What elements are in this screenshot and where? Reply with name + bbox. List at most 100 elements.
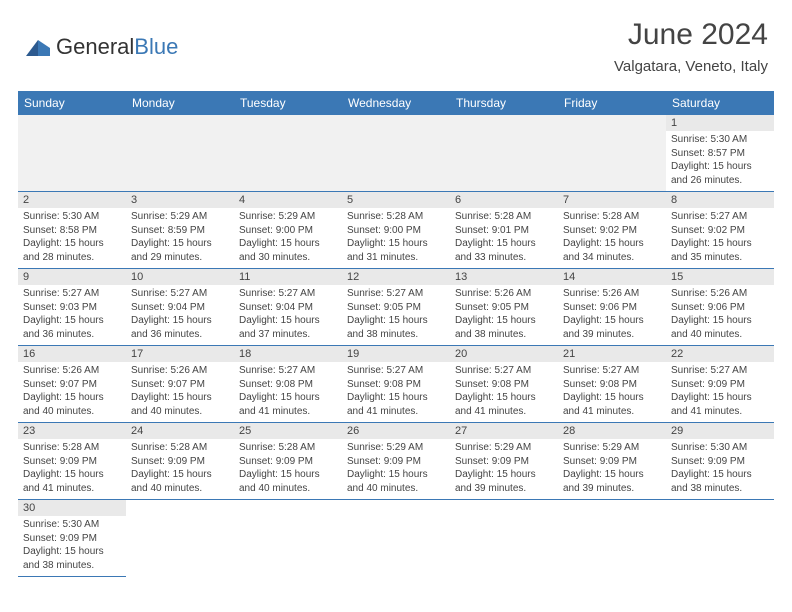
calendar-cell: 4Sunrise: 5:29 AMSunset: 9:00 PMDaylight… — [234, 192, 342, 269]
day-data: Sunrise: 5:29 AMSunset: 9:09 PMDaylight:… — [558, 439, 666, 499]
calendar-row: 16Sunrise: 5:26 AMSunset: 9:07 PMDayligh… — [18, 346, 774, 423]
calendar-cell-empty — [450, 500, 558, 577]
calendar-cell: 29Sunrise: 5:30 AMSunset: 9:09 PMDayligh… — [666, 423, 774, 500]
day-data: Sunrise: 5:27 AMSunset: 9:08 PMDaylight:… — [234, 362, 342, 422]
day-data: Sunrise: 5:27 AMSunset: 9:08 PMDaylight:… — [450, 362, 558, 422]
calendar-cell: 24Sunrise: 5:28 AMSunset: 9:09 PMDayligh… — [126, 423, 234, 500]
day-data: Sunrise: 5:28 AMSunset: 9:00 PMDaylight:… — [342, 208, 450, 268]
day-number: 29 — [666, 423, 774, 439]
logo-icon — [24, 36, 52, 58]
day-data: Sunrise: 5:27 AMSunset: 9:03 PMDaylight:… — [18, 285, 126, 345]
day-number: 14 — [558, 269, 666, 285]
day-data: Sunrise: 5:28 AMSunset: 9:09 PMDaylight:… — [18, 439, 126, 499]
calendar-cell-empty — [342, 115, 450, 192]
day-number: 4 — [234, 192, 342, 208]
day-number: 9 — [18, 269, 126, 285]
calendar-cell: 23Sunrise: 5:28 AMSunset: 9:09 PMDayligh… — [18, 423, 126, 500]
day-number: 16 — [18, 346, 126, 362]
day-number: 24 — [126, 423, 234, 439]
calendar-cell-empty — [558, 500, 666, 577]
weekday-header: Monday — [126, 91, 234, 115]
weekday-header-row: SundayMondayTuesdayWednesdayThursdayFrid… — [18, 91, 774, 115]
day-data: Sunrise: 5:27 AMSunset: 9:04 PMDaylight:… — [126, 285, 234, 345]
header: GeneralBlue June 2024 Valgatara, Veneto,… — [0, 0, 792, 83]
day-number: 3 — [126, 192, 234, 208]
calendar-row: 1Sunrise: 5:30 AMSunset: 8:57 PMDaylight… — [18, 115, 774, 192]
calendar-cell-empty — [666, 500, 774, 577]
calendar-row: 23Sunrise: 5:28 AMSunset: 9:09 PMDayligh… — [18, 423, 774, 500]
day-data: Sunrise: 5:27 AMSunset: 9:04 PMDaylight:… — [234, 285, 342, 345]
day-number: 27 — [450, 423, 558, 439]
day-number: 8 — [666, 192, 774, 208]
calendar-cell: 14Sunrise: 5:26 AMSunset: 9:06 PMDayligh… — [558, 269, 666, 346]
day-number: 5 — [342, 192, 450, 208]
calendar-row: 30Sunrise: 5:30 AMSunset: 9:09 PMDayligh… — [18, 500, 774, 577]
day-data: Sunrise: 5:28 AMSunset: 9:09 PMDaylight:… — [234, 439, 342, 499]
day-number: 15 — [666, 269, 774, 285]
logo-accent: Blue — [134, 34, 178, 59]
calendar-cell: 27Sunrise: 5:29 AMSunset: 9:09 PMDayligh… — [450, 423, 558, 500]
day-data: Sunrise: 5:28 AMSunset: 9:09 PMDaylight:… — [126, 439, 234, 499]
day-data: Sunrise: 5:27 AMSunset: 9:08 PMDaylight:… — [558, 362, 666, 422]
day-data: Sunrise: 5:29 AMSunset: 9:09 PMDaylight:… — [450, 439, 558, 499]
weekday-header: Wednesday — [342, 91, 450, 115]
title-block: June 2024 Valgatara, Veneto, Italy — [614, 18, 768, 75]
day-number: 28 — [558, 423, 666, 439]
calendar-cell: 6Sunrise: 5:28 AMSunset: 9:01 PMDaylight… — [450, 192, 558, 269]
calendar-cell: 1Sunrise: 5:30 AMSunset: 8:57 PMDaylight… — [666, 115, 774, 192]
calendar-cell-empty — [126, 115, 234, 192]
logo: GeneralBlue — [24, 36, 178, 58]
weekday-header: Tuesday — [234, 91, 342, 115]
calendar-row: 9Sunrise: 5:27 AMSunset: 9:03 PMDaylight… — [18, 269, 774, 346]
weekday-header: Sunday — [18, 91, 126, 115]
day-number: 23 — [18, 423, 126, 439]
day-number: 11 — [234, 269, 342, 285]
calendar-cell: 17Sunrise: 5:26 AMSunset: 9:07 PMDayligh… — [126, 346, 234, 423]
day-data: Sunrise: 5:26 AMSunset: 9:07 PMDaylight:… — [18, 362, 126, 422]
calendar-row: 2Sunrise: 5:30 AMSunset: 8:58 PMDaylight… — [18, 192, 774, 269]
day-data: Sunrise: 5:30 AMSunset: 8:58 PMDaylight:… — [18, 208, 126, 268]
calendar-cell-empty — [234, 115, 342, 192]
calendar-cell: 30Sunrise: 5:30 AMSunset: 9:09 PMDayligh… — [18, 500, 126, 577]
day-data: Sunrise: 5:29 AMSunset: 9:00 PMDaylight:… — [234, 208, 342, 268]
day-number: 6 — [450, 192, 558, 208]
day-data: Sunrise: 5:30 AMSunset: 9:09 PMDaylight:… — [666, 439, 774, 499]
day-data: Sunrise: 5:28 AMSunset: 9:02 PMDaylight:… — [558, 208, 666, 268]
day-number: 20 — [450, 346, 558, 362]
calendar-cell-empty — [342, 500, 450, 577]
calendar-cell: 15Sunrise: 5:26 AMSunset: 9:06 PMDayligh… — [666, 269, 774, 346]
day-number: 25 — [234, 423, 342, 439]
calendar-cell-empty — [18, 115, 126, 192]
calendar-cell: 3Sunrise: 5:29 AMSunset: 8:59 PMDaylight… — [126, 192, 234, 269]
day-number: 7 — [558, 192, 666, 208]
calendar-cell: 7Sunrise: 5:28 AMSunset: 9:02 PMDaylight… — [558, 192, 666, 269]
location: Valgatara, Veneto, Italy — [614, 58, 768, 75]
calendar-cell-empty — [126, 500, 234, 577]
weekday-header: Thursday — [450, 91, 558, 115]
day-number: 26 — [342, 423, 450, 439]
calendar-cell: 22Sunrise: 5:27 AMSunset: 9:09 PMDayligh… — [666, 346, 774, 423]
calendar-cell: 18Sunrise: 5:27 AMSunset: 9:08 PMDayligh… — [234, 346, 342, 423]
day-number: 19 — [342, 346, 450, 362]
logo-text: GeneralBlue — [56, 36, 178, 58]
calendar-cell: 16Sunrise: 5:26 AMSunset: 9:07 PMDayligh… — [18, 346, 126, 423]
logo-primary: General — [56, 34, 134, 59]
day-data: Sunrise: 5:27 AMSunset: 9:08 PMDaylight:… — [342, 362, 450, 422]
calendar-cell-empty — [450, 115, 558, 192]
day-data: Sunrise: 5:26 AMSunset: 9:05 PMDaylight:… — [450, 285, 558, 345]
calendar-cell-empty — [234, 500, 342, 577]
day-number: 21 — [558, 346, 666, 362]
calendar-cell: 26Sunrise: 5:29 AMSunset: 9:09 PMDayligh… — [342, 423, 450, 500]
day-number: 13 — [450, 269, 558, 285]
calendar-cell: 10Sunrise: 5:27 AMSunset: 9:04 PMDayligh… — [126, 269, 234, 346]
day-data: Sunrise: 5:29 AMSunset: 9:09 PMDaylight:… — [342, 439, 450, 499]
calendar-cell: 8Sunrise: 5:27 AMSunset: 9:02 PMDaylight… — [666, 192, 774, 269]
day-number: 1 — [666, 115, 774, 131]
day-number: 18 — [234, 346, 342, 362]
day-number: 2 — [18, 192, 126, 208]
day-data: Sunrise: 5:30 AMSunset: 8:57 PMDaylight:… — [666, 131, 774, 191]
day-number: 17 — [126, 346, 234, 362]
calendar-cell: 2Sunrise: 5:30 AMSunset: 8:58 PMDaylight… — [18, 192, 126, 269]
day-number: 10 — [126, 269, 234, 285]
day-data: Sunrise: 5:30 AMSunset: 9:09 PMDaylight:… — [18, 516, 126, 576]
